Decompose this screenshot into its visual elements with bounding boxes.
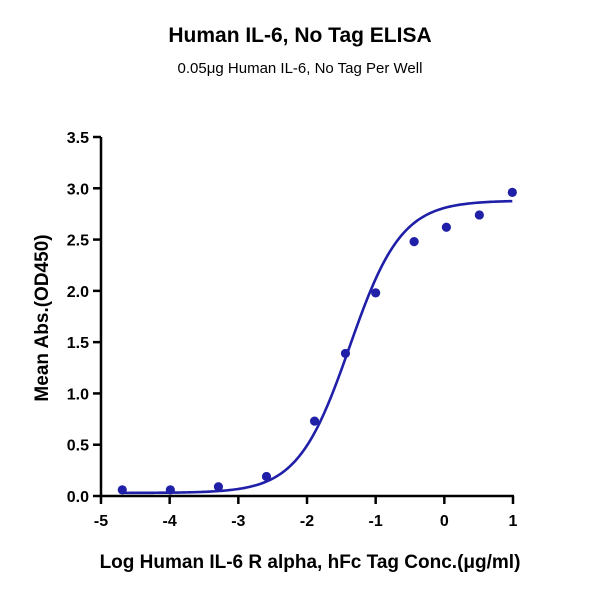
y-tick-label: 2.0 <box>67 284 89 301</box>
data-point <box>165 485 175 495</box>
y-tick-label: 3.5 <box>67 130 89 147</box>
data-point <box>409 237 419 247</box>
x-tick-label: 0 <box>440 513 449 530</box>
data-point <box>309 416 320 426</box>
x-tick-label: -5 <box>94 513 108 530</box>
fit-curve <box>122 199 513 495</box>
data-point <box>441 222 451 232</box>
y-tick-label: 0.0 <box>67 489 89 506</box>
data-point <box>340 348 351 359</box>
data-points-layer <box>117 187 517 495</box>
data-point <box>507 187 517 197</box>
y-tick-label: 1.0 <box>67 386 89 403</box>
y-tick-label: 0.5 <box>67 438 89 455</box>
x-tick-label: -4 <box>163 513 177 530</box>
data-point <box>474 210 484 220</box>
data-point <box>371 288 381 298</box>
x-axis-title: Log Human IL-6 R alpha, hFc Tag Conc.(μg… <box>100 552 521 573</box>
data-point <box>117 485 127 495</box>
x-tick-label: -3 <box>231 513 245 530</box>
chart-title: Human IL-6, No Tag ELISA <box>168 24 432 47</box>
y-tick-label: 3.0 <box>67 181 89 198</box>
y-tick-label: 1.5 <box>67 335 89 352</box>
data-point <box>213 482 224 492</box>
x-tick-label: -2 <box>300 513 314 530</box>
data-point <box>261 471 272 482</box>
y-tick-label: 2.5 <box>67 233 89 250</box>
chart-subtitle: 0.05μg Human IL-6, No Tag Per Well <box>177 60 423 77</box>
fit-curve-layer <box>122 199 513 495</box>
axes: 0.0 0.5 1.0 1.5 2.0 2.5 3.0 3.5 -5 -4 -3 -2 -1 0 1 <box>67 130 518 530</box>
x-tick-label: -1 <box>369 513 383 530</box>
y-axis-title: Mean Abs.(OD450) <box>32 234 53 401</box>
x-tick-label: 1 <box>509 513 518 530</box>
